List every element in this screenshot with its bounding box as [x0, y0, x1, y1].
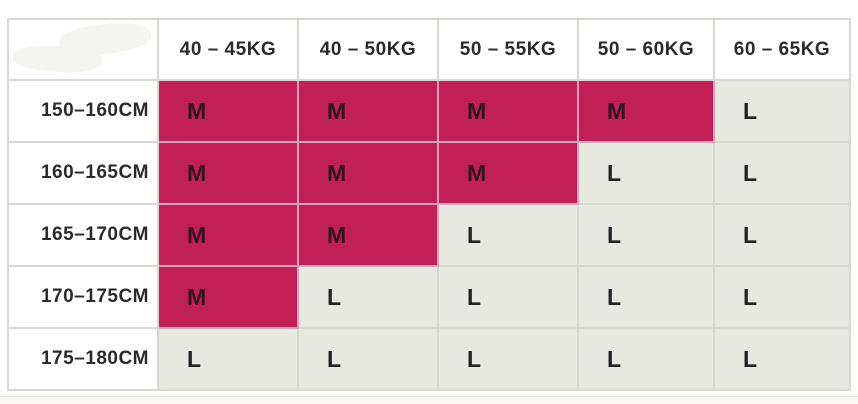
size-cell: L — [297, 327, 439, 391]
weight-header: 40 – 45KG — [157, 18, 299, 81]
size-cell: L — [713, 327, 851, 391]
size-cell: M — [157, 203, 299, 267]
table-row: 175–180CM L L L L L — [7, 327, 851, 391]
table-row: 170–175CM M L L L L — [7, 265, 851, 329]
weight-header: 40 – 50KG — [297, 18, 439, 81]
size-cell: L — [297, 265, 439, 329]
size-cell: L — [577, 265, 715, 329]
size-cell: L — [437, 203, 579, 267]
height-label: 150–160CM — [7, 79, 159, 143]
weight-header: 50 – 55KG — [437, 18, 579, 81]
size-chart-table: 40 – 45KG 40 – 50KG 50 – 55KG 50 – 60KG … — [7, 18, 851, 391]
size-cell: M — [577, 79, 715, 143]
size-cell: L — [713, 79, 851, 143]
height-label: 165–170CM — [7, 203, 159, 267]
cropped-next-section — [0, 396, 858, 404]
size-cell: M — [157, 141, 299, 205]
size-cell: M — [437, 141, 579, 205]
size-cell: M — [297, 79, 439, 143]
size-cell: M — [157, 265, 299, 329]
size-cell: L — [577, 203, 715, 267]
size-cell: L — [437, 327, 579, 391]
table-row: 150–160CM M M M M L — [7, 79, 851, 143]
size-cell: L — [437, 265, 579, 329]
size-cell: L — [713, 265, 851, 329]
weight-header: 50 – 60KG — [577, 18, 715, 81]
size-cell: L — [577, 141, 715, 205]
table-row: 165–170CM M M L L L — [7, 203, 851, 267]
size-cell: L — [713, 203, 851, 267]
height-label: 170–175CM — [7, 265, 159, 329]
size-cell: L — [157, 327, 299, 391]
size-cell: M — [297, 203, 439, 267]
height-label: 175–180CM — [7, 327, 159, 391]
size-cell: L — [713, 141, 851, 205]
table-row: 160–165CM M M M L L — [7, 141, 851, 205]
weight-header: 60 – 65KG — [713, 18, 851, 81]
size-cell: M — [437, 79, 579, 143]
header-row: 40 – 45KG 40 – 50KG 50 – 55KG 50 – 60KG … — [7, 18, 851, 81]
corner-cell — [7, 18, 159, 81]
size-cell: L — [577, 327, 715, 391]
size-cell: M — [297, 141, 439, 205]
size-cell: M — [157, 79, 299, 143]
height-label: 160–165CM — [7, 141, 159, 205]
